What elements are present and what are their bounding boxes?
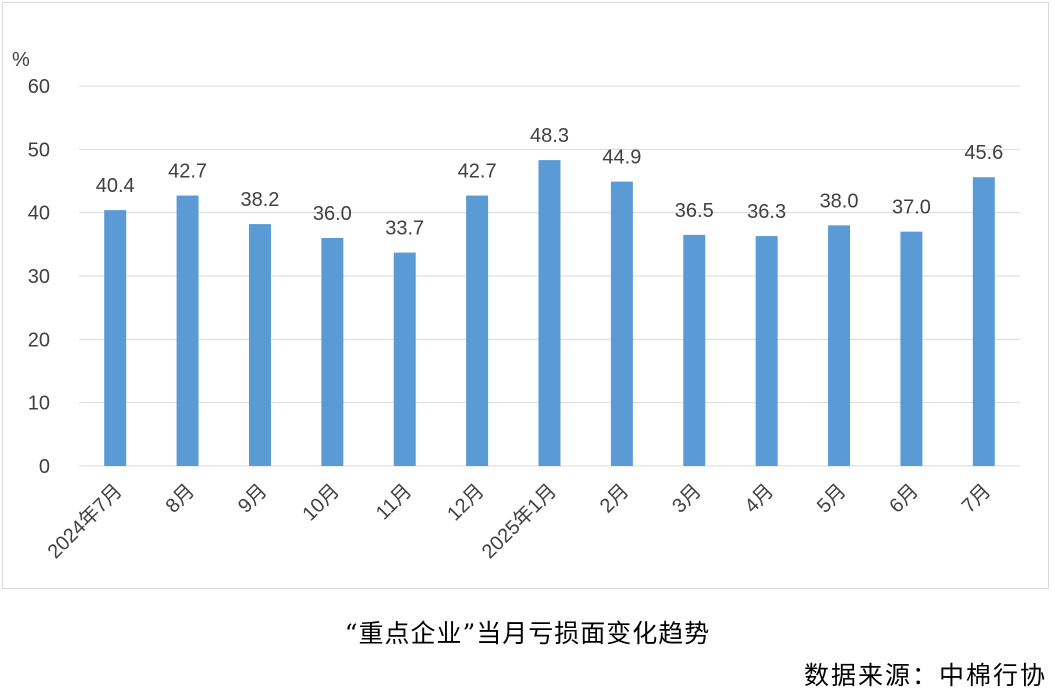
bar: [248, 224, 271, 466]
chart-title: “重点企业”当月亏损面变化趋势: [344, 619, 711, 648]
y-axis-unit: %: [12, 49, 30, 71]
data-label: 38.0: [820, 190, 859, 212]
data-label: 36.5: [675, 200, 714, 222]
y-axis-ticks: 0 10 20 30 40 50 60: [28, 76, 50, 478]
bar: [538, 160, 561, 466]
data-label: 33.7: [385, 218, 424, 240]
x-tick-label: 2024年7月: [43, 479, 127, 563]
y-tick-label: 20: [28, 329, 50, 351]
x-tick-label: 3月: [668, 480, 706, 518]
x-tick-label: 8月: [162, 480, 200, 518]
bar: [972, 177, 995, 466]
data-labels: 40.4 42.7 38.2 36.0 33.7 42.7 48.3 44.9 36.5 36.3…: [96, 125, 1004, 239]
x-tick-label: 12月: [443, 480, 488, 525]
bar: [466, 195, 489, 467]
bar: [321, 238, 344, 466]
x-tick-label: 11月: [372, 480, 416, 524]
data-label: 48.3: [530, 125, 569, 147]
bar: [176, 195, 199, 467]
bar: [610, 181, 633, 466]
y-tick-label: 10: [28, 393, 50, 415]
bar: [104, 210, 127, 466]
x-tick-label: 5月: [813, 480, 851, 518]
bar: [828, 225, 851, 466]
bar: [900, 231, 923, 466]
data-label: 36.0: [313, 203, 352, 225]
x-tick-label: 7月: [958, 480, 996, 518]
bars: [104, 160, 995, 467]
x-tick-label: 9月: [234, 480, 272, 518]
bar: [755, 236, 778, 466]
y-tick-label: 60: [28, 76, 50, 98]
y-tick-label: 30: [28, 266, 50, 288]
data-label: 36.3: [747, 201, 786, 223]
x-tick-label: 2025年1月: [477, 479, 561, 563]
source-note: 数据来源：中棉行协: [803, 661, 1047, 690]
data-label: 44.9: [602, 147, 641, 169]
y-tick-label: 40: [28, 203, 50, 225]
data-label: 42.7: [458, 161, 497, 183]
bar: [393, 252, 416, 466]
data-label: 37.0: [892, 197, 931, 219]
bar: [683, 234, 706, 466]
y-tick-label: 50: [28, 139, 50, 161]
bar-chart: 40.4 42.7 38.2 36.0 33.7 42.7 48.3 44.9 36.5 36.3…: [12, 49, 1020, 563]
data-label: 40.4: [96, 175, 135, 197]
x-tick-label: 2月: [596, 480, 634, 518]
data-label: 38.2: [240, 189, 279, 211]
y-tick-label: 0: [39, 456, 50, 478]
chart-frame: [2, 2, 1049, 589]
data-label: 42.7: [168, 161, 207, 183]
x-tick-label: 6月: [885, 480, 923, 518]
x-tick-label: 4月: [741, 480, 779, 518]
x-tick-label: 10月: [298, 480, 343, 525]
data-label: 45.6: [964, 142, 1003, 164]
